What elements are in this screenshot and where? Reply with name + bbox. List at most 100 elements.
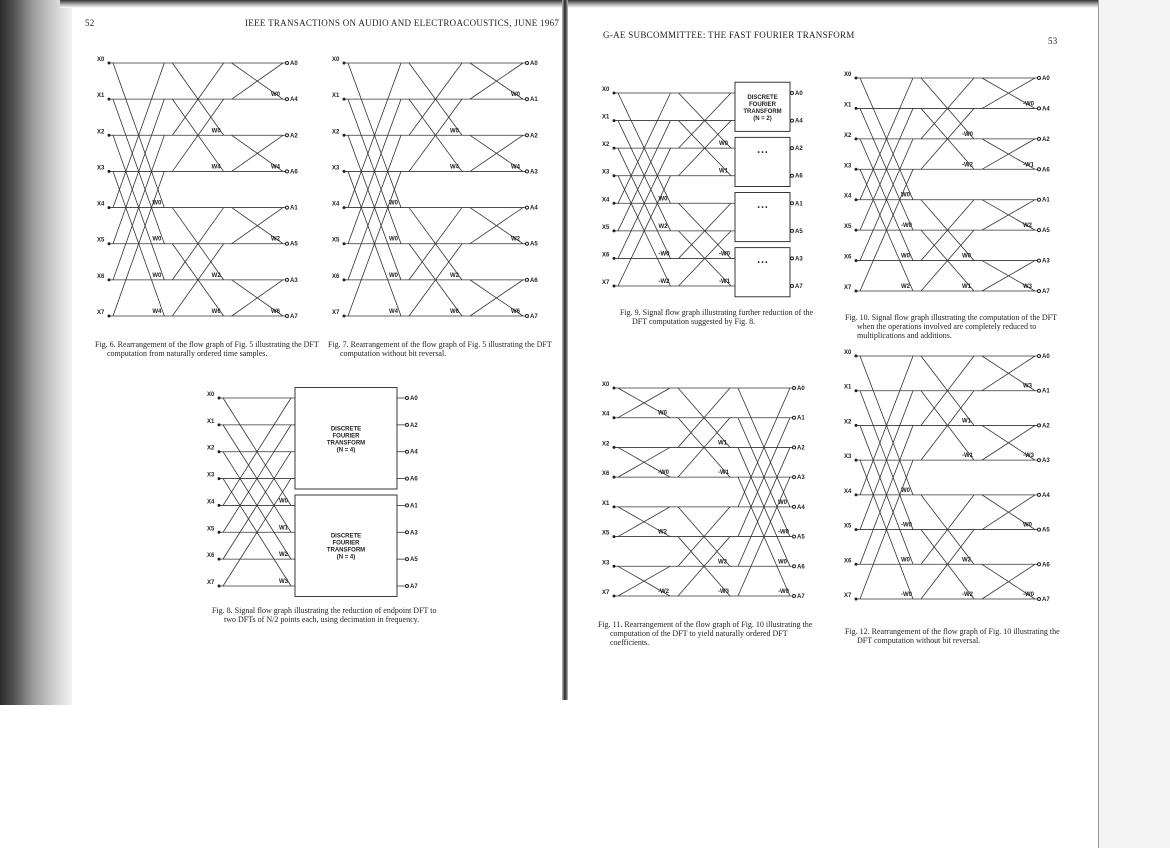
flow-edge	[737, 417, 791, 537]
input-label: X1	[844, 385, 852, 391]
output-label: A2	[1042, 137, 1050, 143]
twiddle-weight-label: W4	[271, 164, 281, 170]
output-node	[525, 61, 529, 65]
output-node	[285, 205, 289, 210]
twiddle-weight-label: W3	[279, 579, 289, 585]
output-label: A4	[795, 119, 803, 125]
output-label: A4	[530, 206, 538, 212]
input-node	[107, 206, 111, 210]
output-node	[790, 256, 794, 261]
input-node	[612, 91, 616, 95]
output-node	[1037, 106, 1041, 111]
output-node	[1037, 289, 1041, 293]
input-label: X7	[602, 280, 610, 286]
input-label: X3	[602, 170, 610, 176]
input-label: X4	[602, 412, 610, 418]
twiddle-weight-label: W1	[279, 525, 289, 531]
twiddle-weight-label: W2	[659, 224, 669, 230]
input-node	[107, 61, 111, 65]
output-node	[525, 133, 529, 138]
output-node	[525, 314, 529, 318]
input-label: X4	[207, 499, 215, 505]
twiddle-weight-label: W1	[718, 440, 728, 446]
figure-7-flow-graph: X0 X1 X2 X3 X4 X5 X6 X7 W0 W0 W0 W4 W0 W4 W2 W6 W0 W4 W2 W6…	[332, 57, 538, 320]
input-label: X7	[602, 590, 610, 596]
dft-box-label: DISCRETE	[331, 534, 361, 540]
output-node	[1037, 197, 1041, 202]
input-node	[612, 445, 616, 449]
output-label: A2	[795, 146, 803, 152]
input-node	[217, 584, 221, 588]
input-label: X1	[602, 501, 610, 507]
output-label: A2	[410, 423, 418, 429]
input-label: X6	[97, 274, 105, 280]
twiddle-weight-label: W0	[1023, 523, 1033, 529]
flow-edge	[920, 77, 975, 140]
input-node	[107, 97, 111, 101]
flow-edge	[469, 134, 524, 172]
output-label: A0	[410, 396, 418, 402]
flow-edge	[617, 565, 671, 597]
input-node	[107, 242, 111, 246]
flow-edge	[920, 390, 975, 461]
output-label: A4	[1042, 493, 1050, 499]
input-node	[342, 242, 346, 246]
dft-box-label: FOURIER	[333, 433, 361, 439]
book-binding-shadow	[0, 0, 72, 705]
output-node	[790, 173, 794, 178]
flow-edge	[408, 207, 463, 281]
input-label: X4	[844, 194, 852, 200]
twiddle-weight-label: W4	[389, 309, 399, 315]
twiddle-weight-label: -W0	[1023, 101, 1035, 107]
flow-edge	[678, 203, 732, 259]
output-label: A4	[410, 450, 418, 456]
output-label: A1	[795, 201, 803, 207]
dft-box-label: DISCRETE	[747, 95, 777, 101]
output-label: A5	[797, 535, 805, 541]
flow-edge	[231, 207, 284, 245]
input-node	[107, 133, 111, 137]
twiddle-weight-label: W1	[962, 284, 972, 290]
dft-box-label: DISCRETE	[331, 426, 361, 432]
output-label: A7	[530, 314, 538, 320]
flow-edge	[112, 135, 165, 280]
output-node	[525, 169, 529, 174]
twiddle-weight-label: -W1	[719, 279, 731, 285]
twiddle-weight-label: W6	[212, 309, 222, 315]
input-label: X2	[602, 441, 610, 447]
dft-box-label: TRANSFORM	[327, 440, 365, 446]
input-label: X1	[332, 93, 340, 99]
fig6-caption: Fig. 6. Rearrangement of the flow graph …	[95, 340, 319, 358]
output-node	[405, 449, 409, 454]
input-node	[217, 450, 221, 454]
output-node	[285, 61, 289, 65]
input-label: X4	[97, 202, 105, 208]
output-node	[792, 415, 796, 420]
input-node	[612, 535, 616, 539]
input-node	[612, 256, 616, 260]
input-node	[854, 106, 858, 110]
output-label: A0	[1042, 76, 1050, 82]
flow-edge	[617, 147, 671, 259]
input-label: X6	[207, 553, 215, 559]
input-label: X2	[97, 129, 105, 135]
twiddle-weight-label: W0	[901, 193, 911, 199]
output-label: A3	[290, 278, 298, 284]
flow-edge	[469, 279, 524, 317]
twiddle-weight-label: -W1	[962, 453, 974, 459]
input-node	[854, 597, 858, 601]
twiddle-weight-label: W0	[659, 196, 669, 202]
twiddle-weight-label: W0	[389, 201, 399, 207]
flow-edge	[172, 62, 224, 136]
flow-edge	[112, 62, 165, 208]
flow-edge	[172, 243, 224, 317]
flow-edge	[112, 99, 165, 244]
twiddle-weight-label: W0	[719, 141, 729, 147]
output-label: A7	[290, 314, 298, 320]
flow-edge	[617, 506, 671, 537]
twiddle-weight-label: -W0	[901, 523, 913, 529]
output-label: A7	[797, 594, 805, 600]
twiddle-weight-label: -W0	[1023, 592, 1035, 598]
flow-edge	[859, 169, 914, 292]
flow-edge	[678, 230, 732, 287]
